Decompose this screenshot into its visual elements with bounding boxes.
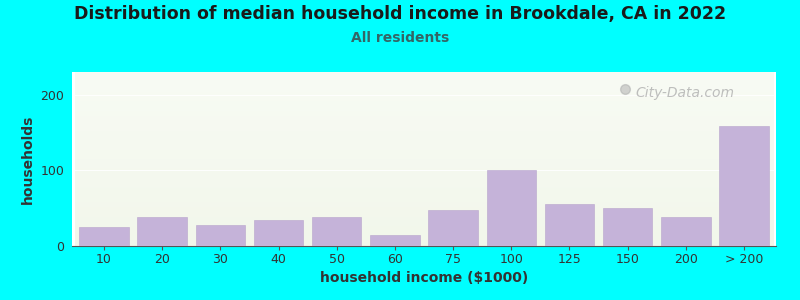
X-axis label: household income ($1000): household income ($1000) — [320, 272, 528, 286]
Text: City-Data.com: City-Data.com — [635, 86, 734, 100]
Text: Distribution of median household income in Brookdale, CA in 2022: Distribution of median household income … — [74, 4, 726, 22]
Bar — [428, 210, 478, 246]
Bar — [545, 204, 594, 246]
Bar — [312, 217, 362, 246]
Text: All residents: All residents — [351, 32, 449, 46]
Bar — [486, 170, 536, 246]
Bar — [196, 225, 245, 246]
Bar — [254, 220, 303, 246]
Bar — [603, 208, 652, 246]
Y-axis label: households: households — [21, 114, 35, 204]
Bar — [370, 235, 420, 246]
Bar — [661, 217, 710, 246]
Bar — [138, 217, 187, 246]
Bar — [719, 127, 769, 246]
Bar — [79, 227, 129, 246]
